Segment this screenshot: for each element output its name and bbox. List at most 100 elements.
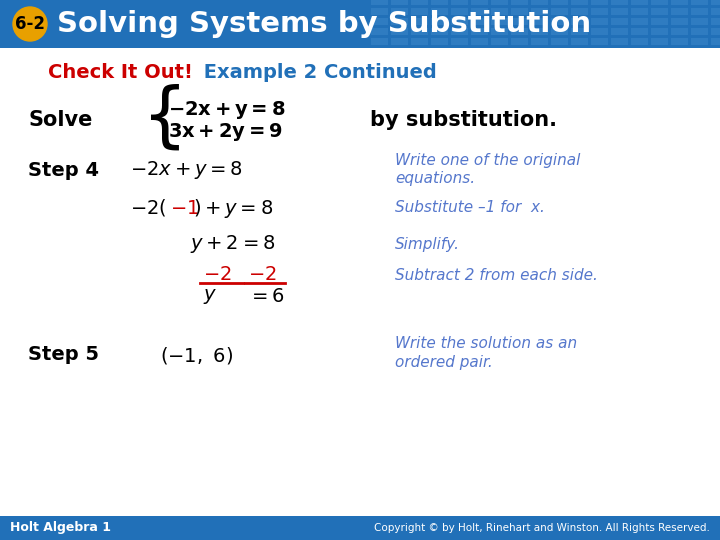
- Bar: [411, 28, 428, 35]
- Bar: [691, 0, 708, 5]
- Text: $-1$: $-1$: [170, 199, 199, 218]
- Text: Copyright © by Holt, Rinehart and Winston. All Rights Reserved.: Copyright © by Holt, Rinehart and Winsto…: [374, 523, 710, 533]
- Bar: [391, 8, 408, 15]
- Bar: [431, 38, 448, 45]
- Text: equations.: equations.: [395, 171, 475, 186]
- Bar: [531, 38, 548, 45]
- Bar: [411, 8, 428, 15]
- Bar: [691, 28, 708, 35]
- Bar: [511, 38, 528, 45]
- Bar: [531, 8, 548, 15]
- Text: Step 4: Step 4: [28, 160, 99, 179]
- Text: Solving Systems by Substitution: Solving Systems by Substitution: [57, 10, 591, 38]
- Text: Example 2 Continued: Example 2 Continued: [197, 63, 437, 82]
- Bar: [491, 38, 508, 45]
- Bar: [631, 38, 648, 45]
- Bar: [611, 28, 628, 35]
- Bar: [531, 0, 548, 5]
- Bar: [651, 0, 668, 5]
- Bar: [671, 8, 688, 15]
- Bar: [471, 38, 488, 45]
- Bar: [591, 18, 608, 25]
- Bar: [451, 38, 468, 45]
- Bar: [391, 18, 408, 25]
- Text: $= 6$: $= 6$: [248, 287, 285, 307]
- Bar: [371, 0, 388, 5]
- Bar: [471, 0, 488, 5]
- Bar: [711, 38, 720, 45]
- Bar: [651, 28, 668, 35]
- Text: Subtract 2 from each side.: Subtract 2 from each side.: [395, 267, 598, 282]
- Bar: [591, 28, 608, 35]
- Bar: [691, 8, 708, 15]
- Text: Step 5: Step 5: [28, 346, 99, 365]
- Bar: [451, 18, 468, 25]
- Text: $-2x + y = 8$: $-2x + y = 8$: [130, 159, 243, 181]
- Bar: [631, 8, 648, 15]
- Bar: [671, 38, 688, 45]
- Bar: [591, 38, 608, 45]
- Bar: [571, 0, 588, 5]
- Bar: [531, 28, 548, 35]
- Bar: [371, 38, 388, 45]
- Text: 6-2: 6-2: [15, 15, 45, 33]
- Bar: [491, 18, 508, 25]
- Bar: [671, 0, 688, 5]
- Bar: [711, 0, 720, 5]
- Bar: [551, 8, 568, 15]
- Bar: [491, 28, 508, 35]
- Bar: [391, 28, 408, 35]
- Bar: [371, 18, 388, 25]
- Bar: [571, 18, 588, 25]
- Bar: [391, 0, 408, 5]
- Text: $y$: $y$: [203, 287, 217, 307]
- Text: by substitution.: by substitution.: [370, 110, 557, 130]
- Bar: [631, 28, 648, 35]
- Text: {: {: [142, 84, 188, 152]
- Bar: [571, 8, 588, 15]
- Text: Holt Algebra 1: Holt Algebra 1: [10, 522, 111, 535]
- Bar: [551, 0, 568, 5]
- Bar: [411, 18, 428, 25]
- Bar: [671, 28, 688, 35]
- Bar: [451, 8, 468, 15]
- Bar: [651, 38, 668, 45]
- Text: Substitute –1 for  x.: Substitute –1 for x.: [395, 200, 545, 215]
- Bar: [551, 28, 568, 35]
- Bar: [651, 8, 668, 15]
- Text: $-2$: $-2$: [203, 266, 232, 285]
- Text: $) + y = 8$: $) + y = 8$: [193, 197, 273, 219]
- Text: $y + 2 = 8$: $y + 2 = 8$: [190, 233, 275, 255]
- Bar: [431, 0, 448, 5]
- Bar: [711, 28, 720, 35]
- Text: Simplify.: Simplify.: [395, 237, 460, 252]
- Bar: [591, 0, 608, 5]
- Bar: [431, 18, 448, 25]
- Bar: [471, 28, 488, 35]
- Bar: [591, 8, 608, 15]
- Bar: [511, 18, 528, 25]
- Text: $-2$: $-2$: [248, 266, 276, 285]
- Bar: [671, 18, 688, 25]
- Bar: [551, 18, 568, 25]
- Bar: [371, 28, 388, 35]
- Text: $\mathbf{3x + 2y = 9}$: $\mathbf{3x + 2y = 9}$: [168, 121, 282, 143]
- Bar: [531, 18, 548, 25]
- Bar: [611, 38, 628, 45]
- Bar: [491, 0, 508, 5]
- Bar: [631, 18, 648, 25]
- Bar: [611, 0, 628, 5]
- Bar: [451, 28, 468, 35]
- Text: Write one of the original: Write one of the original: [395, 152, 580, 167]
- Bar: [551, 38, 568, 45]
- Bar: [411, 38, 428, 45]
- Bar: [631, 0, 648, 5]
- Bar: [431, 28, 448, 35]
- Text: $\mathbf{-2x + y = 8}$: $\mathbf{-2x + y = 8}$: [168, 99, 285, 121]
- Bar: [571, 28, 588, 35]
- Circle shape: [13, 7, 47, 41]
- Text: Solve: Solve: [28, 110, 92, 130]
- Bar: [491, 8, 508, 15]
- Bar: [611, 18, 628, 25]
- Bar: [691, 38, 708, 45]
